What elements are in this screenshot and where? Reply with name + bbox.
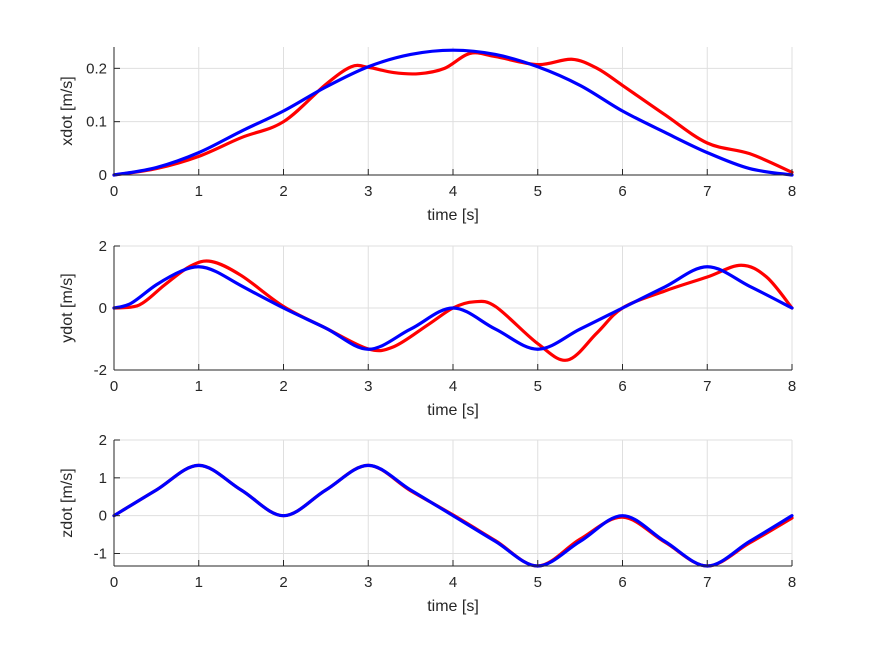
- x-tick-label: 0: [110, 183, 118, 200]
- x-tick-label: 4: [449, 183, 457, 200]
- y-tick-label: 0: [99, 508, 107, 525]
- x-tick-label: 2: [279, 183, 287, 200]
- y-tick-label: 0.1: [86, 114, 107, 131]
- x-tick-label: 2: [279, 378, 287, 395]
- y-tick-label: -2: [94, 362, 107, 379]
- x-tick-label: 7: [703, 183, 711, 200]
- x-tick-label: 1: [195, 574, 203, 591]
- y-tick-label: 2: [99, 238, 107, 255]
- x-tick-label: 6: [618, 574, 626, 591]
- x-axis-label: time [s]: [427, 402, 479, 419]
- y-axis-label: ydot [m/s]: [59, 273, 76, 342]
- x-tick-label: 0: [110, 574, 118, 591]
- x-tick-label: 3: [364, 183, 372, 200]
- x-tick-label: 8: [788, 378, 796, 395]
- series-line-2: [112, 265, 794, 351]
- x-tick-label: 3: [364, 574, 372, 591]
- subplot-1: 0 1 2 3 4 5 6 7 8 0 0.1 0.2 time [s] xdot [m/s]: [59, 47, 796, 224]
- y-tick-label: 0: [99, 300, 107, 317]
- series-line-1: [112, 51, 794, 177]
- x-tick-label: 5: [534, 574, 542, 591]
- x-tick-label: 0: [110, 378, 118, 395]
- x-tick-label: 8: [788, 183, 796, 200]
- x-tick-label: 2: [279, 574, 287, 591]
- y-tick-label: -1: [94, 546, 107, 563]
- x-tick-label: 3: [364, 378, 372, 395]
- x-tick-label: 8: [788, 574, 796, 591]
- x-tick-label: 4: [449, 378, 457, 395]
- y-axis-label: xdot [m/s]: [59, 76, 76, 145]
- x-tick-label: 5: [534, 183, 542, 200]
- x-tick-label: 6: [618, 378, 626, 395]
- x-tick-label: 7: [703, 378, 711, 395]
- series-line-2: [112, 48, 794, 177]
- x-tick-label: 1: [195, 378, 203, 395]
- x-tick-label: 6: [618, 183, 626, 200]
- x-tick-label: 7: [703, 574, 711, 591]
- y-tick-label: 2: [99, 432, 107, 449]
- x-axis-label: time [s]: [427, 598, 479, 615]
- y-tick-label: 1: [99, 470, 107, 487]
- x-tick-label: 5: [534, 378, 542, 395]
- y-tick-label: 0: [99, 167, 107, 184]
- x-axis-label: time [s]: [427, 207, 479, 224]
- x-tick-label: 4: [449, 574, 457, 591]
- y-tick-label: 0.2: [86, 60, 107, 77]
- x-tick-label: 1: [195, 183, 203, 200]
- y-axis-label: zdot [m/s]: [59, 468, 76, 537]
- series-line-2: [112, 463, 794, 568]
